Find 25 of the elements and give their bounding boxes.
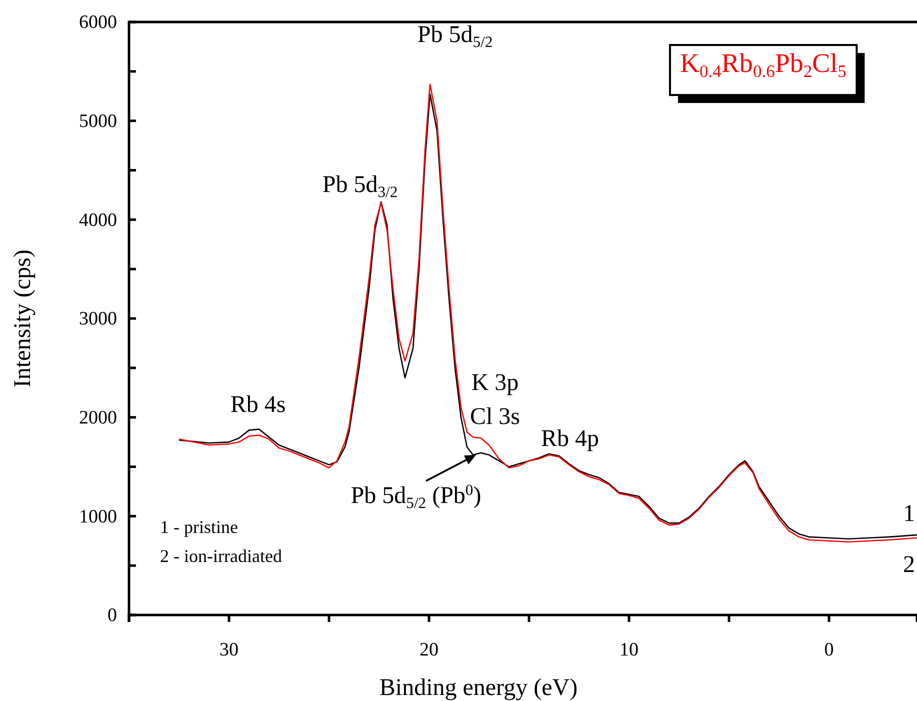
annotation: Rb 4s [230,392,286,418]
y-tick-label: 6000 [79,12,117,34]
y-tick-label: 0 [108,605,117,626]
series-label: 1 [903,500,915,527]
annotation: Rb 4p [540,426,600,452]
x-tick-label: 30 [220,639,238,660]
x-tick-label: 10 [620,639,638,660]
annotation: K 3p [471,370,519,396]
annotation: Cl 3s [470,404,520,430]
annotation: 1 - pristine [160,517,238,537]
annotation: Pb 5d$_{5/2}$ [417,22,493,51]
y-tick-label: 1000 [79,506,117,528]
annotation: Pb 5d$_{5/2}$ (Pb$^{0}$) [350,481,482,512]
annotation: Pb 5d$_{3/2}$ [322,172,398,201]
text: K$_{0.4}$Rb$_{0.6}$Pb$_{2}$Cl$_{5}$ [680,48,847,82]
y-tick-label: 2000 [79,407,117,428]
y-tick-label: 3000 [79,308,117,330]
y-tick-label: 5000 [79,110,117,132]
series-label: 2 [903,552,915,578]
x-axis-title: Binding energy (eV) [379,675,578,701]
y-tick-label: 4000 [79,210,117,231]
x-tick-label: 0 [824,639,834,660]
annotation: 2 - ion-irradiated [160,546,282,566]
y-axis-title: Intensity (cps) [10,250,36,388]
x-tick-label: 20 [420,639,438,660]
